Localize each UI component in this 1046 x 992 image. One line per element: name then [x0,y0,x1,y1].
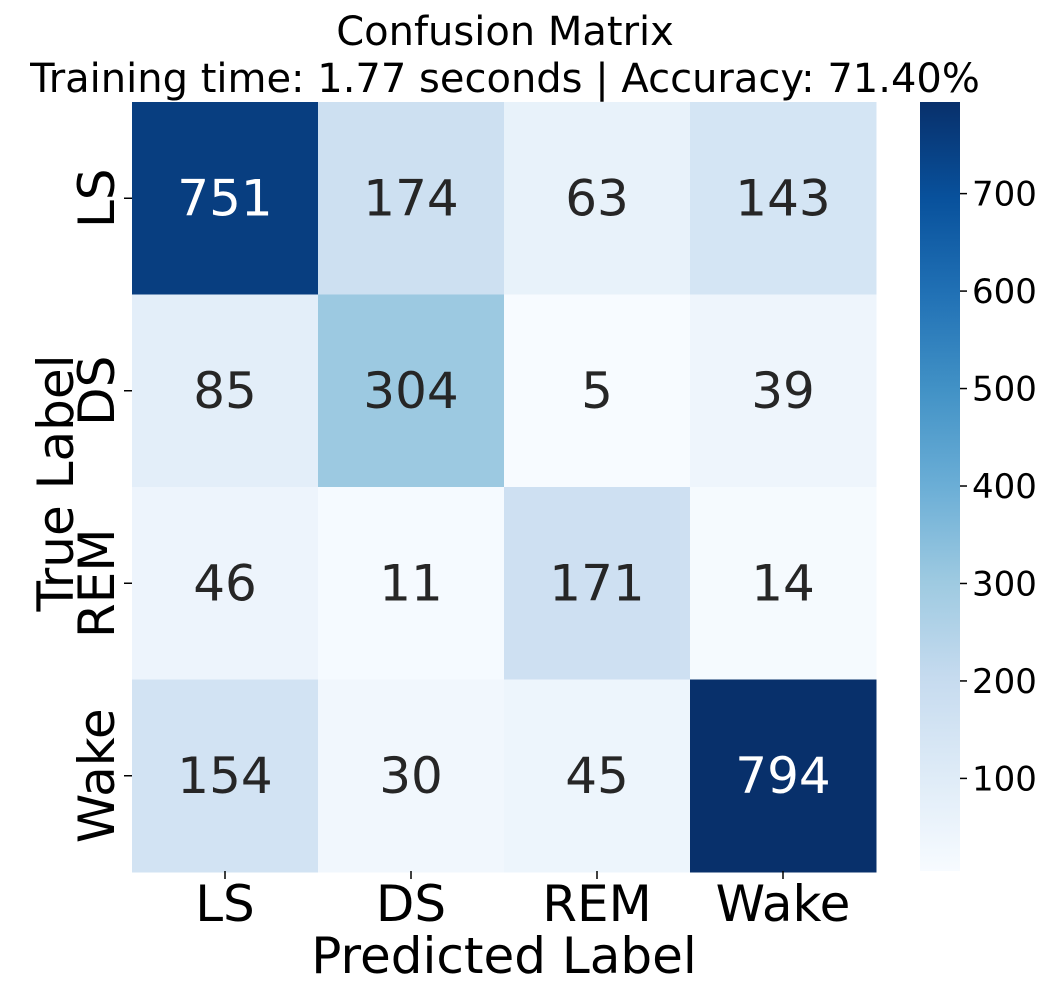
heatmap-cell [132,102,319,295]
y-tick-label: LS [68,168,126,228]
heatmap-cell [318,679,505,873]
heatmap-cell [690,294,877,488]
y-tick-labels: LS DS REM Wake [68,168,132,843]
cell-value-label: 304 [363,362,458,420]
heatmap-cell [690,487,877,680]
heatmap-cell [690,102,877,295]
cell-value-label: 171 [549,554,644,612]
cell-value-label: 794 [735,747,830,805]
cell-value-label: 5 [581,362,613,420]
heatmap-cell [318,294,505,488]
cell-value-label: 14 [751,554,815,612]
cell-value-label: 751 [177,169,272,227]
cell-value-label: 63 [565,169,629,227]
colorbar-tick-label: 300 [972,564,1037,604]
cell-value-label: 39 [751,362,815,420]
cell-value-label: 85 [193,362,257,420]
cell-value-label: 46 [193,554,257,612]
cell-value-label: 154 [177,747,272,805]
heatmap-cell [504,102,691,295]
cell-value-label: 11 [379,554,443,612]
colorbar-tick-label: 500 [972,370,1037,410]
heatmap-cell [690,679,877,873]
y-tick-label: REM [68,529,126,638]
x-tick-label: Wake [716,875,851,933]
colorbar [920,102,960,871]
cell-value-label: 45 [565,747,629,805]
heatmap-cell [132,487,319,680]
colorbar-tick-label: 100 [972,759,1037,799]
heatmap-cell [318,102,505,295]
heatmap-cell [132,294,319,488]
heatmap-cell [318,487,505,680]
y-tick-label: DS [68,356,126,426]
heatmap-cell [504,294,691,488]
x-tick-label: REM [542,875,651,933]
x-tick-labels: LS DS REM Wake [195,871,850,933]
heatmap-cell [504,487,691,680]
cell-value-label: 30 [379,747,443,805]
colorbar-tick-label: 400 [972,467,1037,507]
cell-value-label: 174 [363,169,458,227]
x-axis-label: Predicted Label [311,927,697,985]
y-axis-label: True Label [27,355,85,613]
heatmap-cell [504,679,691,873]
chart-title: Confusion Matrix [336,9,674,55]
colorbar-ticks: 100 200 300 400 500 600 700 [960,175,1037,799]
heatmap-cell [132,679,319,873]
y-tick-label: Wake [68,708,126,843]
colorbar-tick-label: 600 [972,272,1037,312]
x-tick-label: LS [195,875,255,933]
colorbar-tick-label: 200 [972,662,1037,702]
cell-value-label: 143 [735,169,830,227]
x-tick-label: DS [376,875,446,933]
chart-subtitle: Training time: 1.77 seconds | Accuracy: … [29,56,980,102]
colorbar-tick-label: 700 [972,175,1037,215]
